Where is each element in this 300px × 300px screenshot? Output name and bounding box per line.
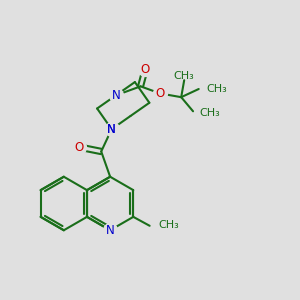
Text: N: N xyxy=(107,123,116,136)
Text: N: N xyxy=(112,89,120,102)
Text: CH₃: CH₃ xyxy=(206,84,227,94)
Text: O: O xyxy=(155,87,165,100)
Text: N: N xyxy=(107,123,116,136)
Text: O: O xyxy=(141,63,150,76)
Text: CH₃: CH₃ xyxy=(158,220,179,230)
Text: CH₃: CH₃ xyxy=(174,71,195,81)
Text: CH₃: CH₃ xyxy=(200,108,220,118)
Text: N: N xyxy=(106,224,115,237)
Text: O: O xyxy=(74,140,84,154)
